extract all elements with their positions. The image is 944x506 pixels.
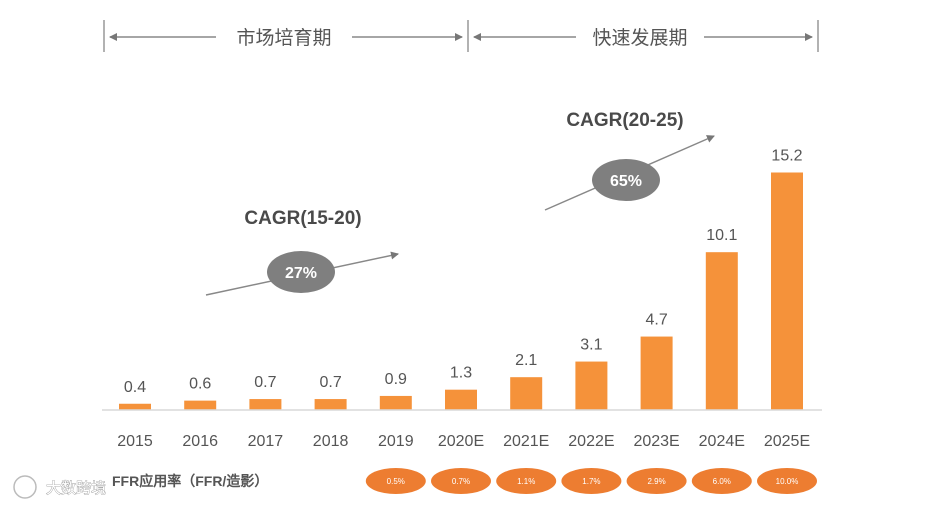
value-label-2016: 0.6: [189, 376, 211, 393]
bar-2023E: [640, 336, 673, 410]
value-label-2021E: 2.1: [515, 352, 537, 369]
x-tick-2017: 2017: [248, 433, 284, 450]
bar-2019: [379, 395, 412, 410]
x-tick-2025E: 2025E: [764, 433, 810, 450]
watermark-logo-icon: [13, 475, 37, 499]
x-axis-tick-labels: 2015 2016 2017 2018 2019 2020E 2021E 2022E 2023E…: [117, 433, 810, 450]
bar-2018: [314, 399, 347, 410]
x-tick-2018: 2018: [313, 433, 349, 450]
ffr-pill-2023E: [626, 468, 687, 494]
x-tick-2021E: 2021E: [503, 433, 549, 450]
x-tick-2023E: 2023E: [633, 433, 679, 450]
ffr-pill-2022E: [561, 468, 622, 494]
ffr-rate-row: 0.5% 0.7% 1.1% 1.7% 2.9% 6.0% 10.0%: [365, 468, 817, 494]
value-labels: 0.4 0.6 0.7 0.7 0.9 1.3 2.1 3.1 4.7 10.1 15.2: [124, 148, 803, 396]
bar-2024E: [705, 252, 738, 410]
x-tick-2022E: 2022E: [568, 433, 614, 450]
value-label-2023E: 4.7: [645, 312, 667, 329]
cagr2-value: 65%: [610, 173, 642, 190]
ffr-value-2020E: 0.7%: [452, 477, 470, 486]
bar-2017: [249, 399, 282, 410]
phase-header: 市场培育期 快速发展期: [103, 20, 819, 52]
x-tick-2024E: 2024E: [699, 433, 745, 450]
x-tick-2020E: 2020E: [438, 433, 484, 450]
ffr-pill-2024E: [691, 468, 752, 494]
bar-2022E: [575, 361, 608, 410]
bar-2020E: [445, 389, 477, 410]
ffr-value-2022E: 1.7%: [582, 477, 600, 486]
bar-2021E: [510, 377, 543, 410]
value-label-2019: 0.9: [385, 371, 407, 388]
watermark: 大数跨境: [13, 475, 106, 499]
value-label-2017: 0.7: [254, 374, 276, 391]
ffr-pill-2025E: [757, 468, 817, 494]
bar-2016: [184, 400, 217, 410]
bar-2025E: [771, 172, 803, 410]
value-label-2022E: 3.1: [580, 337, 602, 354]
ffr-value-2025E: 10.0%: [776, 477, 799, 486]
cagr-annotation-1: 27% CAGR(15-20): [205, 208, 399, 296]
ffr-pill-2020E: [431, 468, 491, 494]
x-tick-2016: 2016: [182, 433, 218, 450]
ffr-value-2023E: 2.9%: [647, 477, 665, 486]
watermark-text: 大数跨境: [46, 479, 106, 497]
cagr-annotation-2: 65% CAGR(20-25): [544, 110, 715, 211]
ffr-row-title: FFR应用率（FFR/造影）: [112, 473, 268, 489]
cagr2-label: CAGR(20-25): [566, 110, 683, 131]
cagr1-value: 27%: [285, 265, 317, 282]
phase2-label: 快速发展期: [592, 27, 687, 49]
bar-series: [119, 172, 803, 410]
value-label-2025E: 15.2: [771, 148, 802, 165]
value-label-2015: 0.4: [124, 379, 146, 396]
x-tick-2019: 2019: [378, 433, 414, 450]
bar-2015: [119, 403, 151, 410]
cagr1-label: CAGR(15-20): [244, 208, 361, 229]
cagr2-badge: [592, 159, 660, 201]
value-label-2018: 0.7: [319, 374, 341, 391]
value-label-2024E: 10.1: [706, 227, 737, 244]
ffr-value-2019: 0.5%: [387, 477, 405, 486]
phase1-label: 市场培育期: [236, 27, 331, 49]
ffr-value-2024E: 6.0%: [713, 477, 731, 486]
cagr1-badge: [267, 251, 335, 293]
ffr-pill-2019: [365, 468, 426, 494]
x-tick-2015: 2015: [117, 433, 153, 450]
ffr-value-2021E: 1.1%: [517, 477, 535, 486]
ffr-pill-2021E: [496, 468, 557, 494]
value-label-2020E: 1.3: [450, 365, 472, 382]
